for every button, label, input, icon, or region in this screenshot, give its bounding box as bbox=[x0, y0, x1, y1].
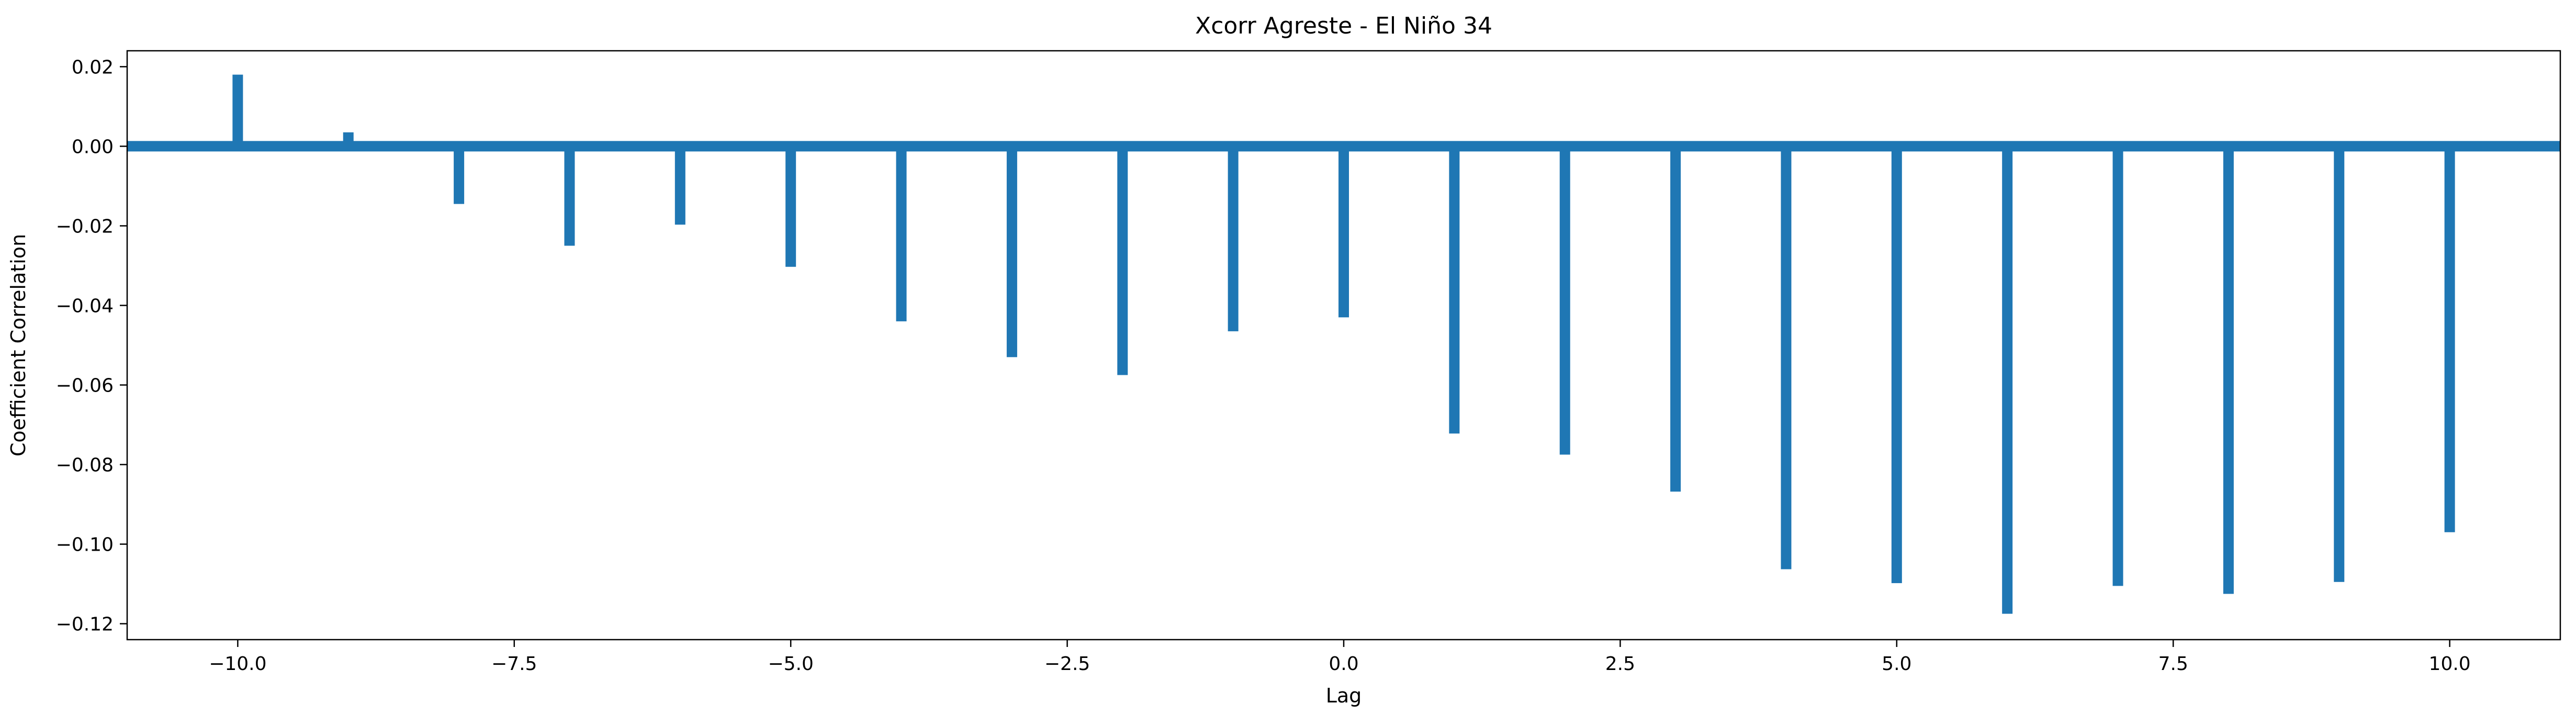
bar-lag--1 bbox=[1228, 146, 1239, 331]
bar-lag--6 bbox=[674, 146, 685, 225]
y-axis-ticks: 0.02 0.00 −0.02 −0.04 −0.06 −0.08 −0.10 −0.12 bbox=[56, 57, 127, 635]
bar-lag-5 bbox=[1891, 146, 1902, 584]
x-tick-label: 2.5 bbox=[1605, 653, 1635, 675]
chart-title: Xcorr Agreste - El Niño 34 bbox=[1195, 13, 1492, 39]
bar-lag-9 bbox=[2334, 146, 2345, 582]
x-tick-label: −10.0 bbox=[209, 653, 266, 675]
bar-lag--10 bbox=[232, 74, 243, 147]
x-axis-label: Lag bbox=[1326, 684, 1362, 707]
x-tick-label: 7.5 bbox=[2158, 653, 2188, 675]
y-tick-label: −0.10 bbox=[56, 534, 114, 556]
y-tick-label: −0.06 bbox=[56, 375, 114, 397]
bar-lag-0 bbox=[1338, 146, 1349, 318]
x-tick-label: −5.0 bbox=[768, 653, 813, 675]
y-tick-label: 0.02 bbox=[72, 57, 114, 78]
x-tick-label: 0.0 bbox=[1329, 653, 1358, 675]
y-tick-label: −0.02 bbox=[56, 216, 114, 237]
bar-lag-2 bbox=[1559, 146, 1570, 455]
x-axis-ticks: −10.0 −7.5 −5.0 −2.5 0.0 2.5 5.0 7.5 10.0 bbox=[209, 640, 2471, 675]
x-tick-label: −2.5 bbox=[1044, 653, 1090, 675]
bar-series bbox=[232, 74, 2455, 614]
bar-lag--3 bbox=[1006, 146, 1017, 358]
bar-lag--2 bbox=[1117, 146, 1128, 375]
bar-lag--8 bbox=[454, 146, 465, 204]
y-tick-label: 0.00 bbox=[72, 136, 114, 158]
bar-lag-8 bbox=[2223, 146, 2234, 594]
bar-lag-10 bbox=[2444, 146, 2455, 532]
x-tick-label: −7.5 bbox=[491, 653, 537, 675]
y-axis-label: Coefficient Correlation bbox=[7, 234, 30, 456]
bar-lag-1 bbox=[1449, 146, 1460, 434]
bar-lag-3 bbox=[1670, 146, 1681, 492]
x-tick-label: 10.0 bbox=[2429, 653, 2471, 675]
y-tick-label: −0.12 bbox=[56, 614, 114, 635]
bar-lag--7 bbox=[564, 146, 575, 246]
bar-lag--5 bbox=[785, 146, 796, 267]
bar-lag-4 bbox=[1781, 146, 1792, 569]
bar-lag--4 bbox=[896, 146, 907, 321]
y-tick-label: −0.04 bbox=[56, 295, 114, 317]
y-tick-label: −0.08 bbox=[56, 455, 114, 476]
x-tick-label: 5.0 bbox=[1882, 653, 1911, 675]
bar-lag-6 bbox=[2002, 146, 2013, 614]
bar-lag-7 bbox=[2112, 146, 2123, 586]
